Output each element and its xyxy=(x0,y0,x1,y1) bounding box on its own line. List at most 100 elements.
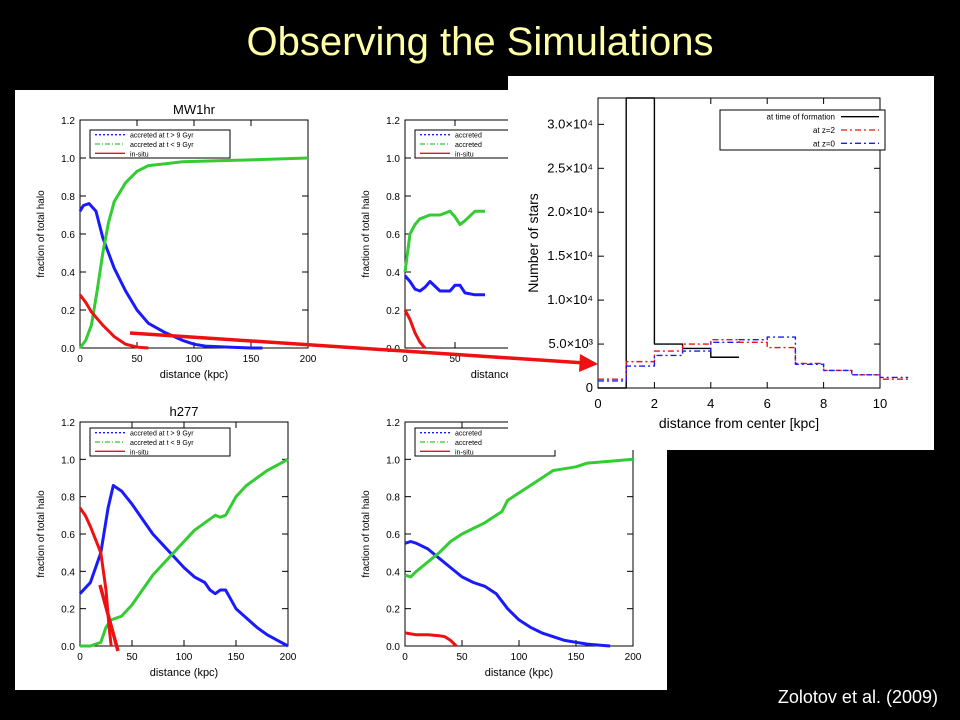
x-axis-label: distance (kpc) xyxy=(150,667,218,679)
citation: Zolotov et al. (2009) xyxy=(777,687,938,707)
x-tick-label: 50 xyxy=(131,354,143,365)
y-tick-label: 2.5×10⁴ xyxy=(547,160,593,175)
y-tick-label: 0.8 xyxy=(386,493,400,504)
y-axis-label: Number of stars xyxy=(525,193,541,293)
chart-title: h277 xyxy=(170,404,199,419)
x-tick-label: 150 xyxy=(228,652,245,663)
y-tick-label: 0 xyxy=(586,380,593,395)
x-tick-label: 200 xyxy=(625,652,642,663)
x-tick-label: 6 xyxy=(764,396,771,411)
series-line-1 xyxy=(598,338,909,380)
series-line-1 xyxy=(404,457,634,579)
legend-label: accreted at t > 9 Gyr xyxy=(130,133,194,140)
y-tick-label: 1.0 xyxy=(61,154,75,165)
y-tick-label: 1.0 xyxy=(386,154,400,165)
y-tick-label: 1.0 xyxy=(61,455,75,466)
y-tick-label: 0.6 xyxy=(61,530,75,541)
y-axis-label: fraction of total halo xyxy=(36,190,47,278)
x-tick-label: 200 xyxy=(300,354,317,365)
chart-mw1hr: 0 50 100 150 200 0.0 0.2 0.4 0.6 0.8 1.0 1.2 distanc… xyxy=(36,102,317,381)
x-tick-label: 0 xyxy=(402,354,408,365)
y-tick-label: 0.0 xyxy=(61,642,75,653)
chart-h277: 0 50 100 150 200 0.0 0.2 0.4 0.6 0.8 1.0 1.2 distanc… xyxy=(36,404,297,679)
x-tick-label: 10 xyxy=(873,396,887,411)
legend-label: at z=2 xyxy=(813,126,836,135)
y-tick-label: 0.8 xyxy=(61,493,75,504)
y-tick-label: 2.0×10⁴ xyxy=(547,204,593,219)
legend-label: accreted xyxy=(455,133,482,140)
y-tick-label: 0.6 xyxy=(386,230,400,241)
legend-label: in-situ xyxy=(130,449,149,456)
series-line-0 xyxy=(598,97,739,389)
legend-label: accreted xyxy=(455,142,482,149)
x-tick-label: 50 xyxy=(456,652,468,663)
x-tick-label: 100 xyxy=(176,652,193,663)
y-tick-label: 0.8 xyxy=(386,192,400,203)
x-tick-label: 4 xyxy=(707,396,714,411)
legend-label: in-situ xyxy=(130,151,149,158)
x-tick-label: 50 xyxy=(449,354,461,365)
y-tick-label: 0.2 xyxy=(386,605,400,616)
y-tick-label: 0.2 xyxy=(61,605,75,616)
y-tick-label: 0.6 xyxy=(386,530,400,541)
x-tick-label: 100 xyxy=(511,652,528,663)
series-line-0 xyxy=(78,484,289,648)
x-tick-label: 100 xyxy=(186,354,203,365)
y-tick-label: 1.0×10⁴ xyxy=(547,292,593,307)
chart-inset-histogram: 0 2 4 6 8 10 0 5.0×10³ 1.0×10⁴ 1.5×10⁴ 2.0×10⁴ 2.5×… xyxy=(525,97,909,431)
y-tick-label: 0.6 xyxy=(61,230,75,241)
slide-title: Observing the Simulations xyxy=(246,20,714,64)
legend-label: at z=0 xyxy=(813,139,836,148)
x-tick-label: 0 xyxy=(77,354,83,365)
y-tick-label: 1.5×10⁴ xyxy=(547,248,593,263)
y-tick-label: 1.2 xyxy=(61,116,75,127)
x-tick-label: 150 xyxy=(243,354,260,365)
legend-box xyxy=(89,129,231,159)
series-line-0 xyxy=(403,274,485,297)
y-tick-label: 1.2 xyxy=(61,418,75,429)
plot-area xyxy=(404,421,634,647)
x-tick-label: 50 xyxy=(126,652,138,663)
x-tick-label: 8 xyxy=(820,396,827,411)
x-axis-label: distance (kpc) xyxy=(471,369,510,381)
y-tick-label: 0.4 xyxy=(386,567,400,578)
y-tick-label: 0.0 xyxy=(386,642,400,653)
x-tick-label: 2 xyxy=(651,396,658,411)
legend-label: accreted at t < 9 Gyr xyxy=(130,142,194,149)
y-axis-label: fraction of total halo xyxy=(361,490,372,578)
y-tick-label: 0.8 xyxy=(61,192,75,203)
series-line-1 xyxy=(403,209,485,273)
y-tick-label: 0.2 xyxy=(386,306,400,317)
x-tick-label: 0 xyxy=(402,652,408,663)
x-tick-label: 200 xyxy=(280,652,297,663)
chart-halo-top-right: 0 50 0.0 0.2 0.4 0.6 0.8 1.0 1.2 distance (kpc) fr… xyxy=(361,116,510,381)
legend-label: at time of formation xyxy=(767,113,835,122)
x-tick-label: 0 xyxy=(77,652,83,663)
y-tick-label: 0.0 xyxy=(386,344,400,355)
y-axis-label: fraction of total halo xyxy=(36,490,47,578)
chart-halo-bottom-right: 0 50 100 150 200 0.0 0.2 0.4 0.6 0.8 1.0 1.2 distanc… xyxy=(361,418,642,679)
legend-label: accreted at t < 9 Gyr xyxy=(130,440,194,447)
y-tick-label: 0.0 xyxy=(61,344,75,355)
legend-label: accreted xyxy=(455,440,482,447)
y-tick-label: 1.2 xyxy=(386,418,400,429)
y-tick-label: 1.0 xyxy=(386,455,400,466)
x-axis-label: distance (kpc) xyxy=(160,369,228,381)
y-tick-label: 5.0×10³ xyxy=(549,336,594,351)
y-tick-label: 0.4 xyxy=(61,567,75,578)
x-tick-label: 0 xyxy=(594,396,601,411)
y-tick-label: 0.4 xyxy=(386,268,400,279)
y-tick-label: 1.2 xyxy=(386,116,400,127)
x-tick-label: 150 xyxy=(568,652,585,663)
chart-title: MW1hr xyxy=(173,102,216,117)
y-tick-label: 0.2 xyxy=(61,306,75,317)
series-line-2 xyxy=(404,631,458,648)
y-tick-label: 3.0×10⁴ xyxy=(547,116,593,131)
legend-label: accreted at t > 9 Gyr xyxy=(130,431,194,438)
x-axis-label: distance (kpc) xyxy=(485,667,553,679)
series-line-0 xyxy=(404,540,611,648)
series-line-2 xyxy=(598,336,909,382)
x-axis-label: distance from center [kpc] xyxy=(659,415,819,431)
y-tick-label: 0.4 xyxy=(61,268,75,279)
legend-label: in-situ xyxy=(455,449,474,456)
